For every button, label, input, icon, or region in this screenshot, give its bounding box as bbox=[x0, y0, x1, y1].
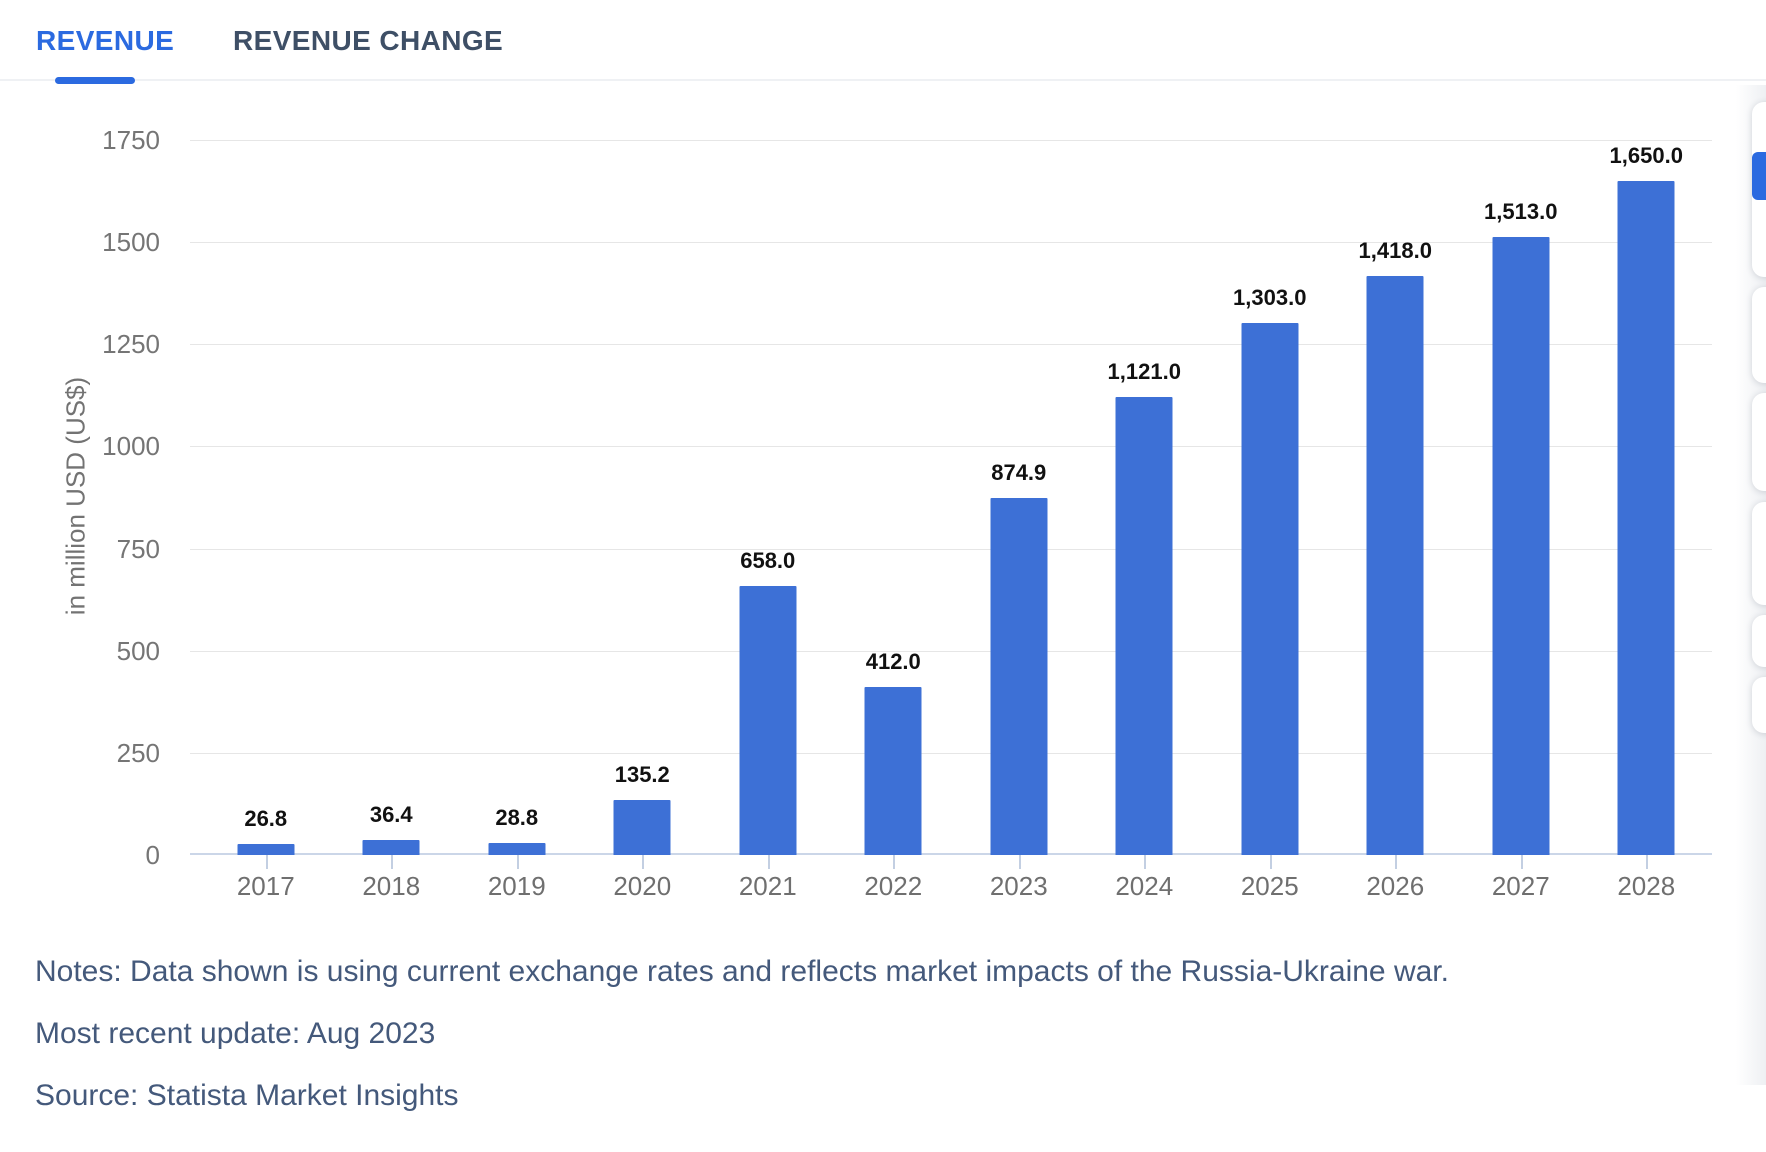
x-tick-2018 bbox=[391, 855, 394, 869]
x-tick-2027 bbox=[1520, 855, 1523, 869]
x-tick-2026 bbox=[1395, 855, 1398, 869]
x-label-2017: 2017 bbox=[236, 871, 295, 901]
x-tick-2022 bbox=[893, 855, 896, 869]
x-tick-2020 bbox=[642, 855, 645, 869]
x-label-2023: 2023 bbox=[989, 871, 1048, 901]
value-label-2026: 1,418.0 bbox=[1358, 237, 1432, 263]
value-label-2018: 36.4 bbox=[369, 802, 413, 828]
bar-2018[interactable] bbox=[362, 840, 420, 855]
x-label-2026: 2026 bbox=[1366, 871, 1425, 901]
x-label-2020: 2020 bbox=[613, 871, 672, 901]
side-toolbar-card-4[interactable] bbox=[1752, 502, 1766, 605]
value-label-2022: 412.0 bbox=[865, 648, 921, 674]
x-label-2021: 2021 bbox=[738, 871, 797, 901]
side-toolbar-card-6[interactable] bbox=[1752, 677, 1766, 733]
x-label-2018: 2018 bbox=[362, 871, 421, 901]
y-tick-label: 500 bbox=[116, 635, 160, 666]
bar-slot-2022: 412.0 2022 bbox=[831, 140, 957, 901]
active-tab-underline bbox=[55, 77, 135, 84]
bar-2017[interactable] bbox=[237, 844, 295, 855]
gridline-1250 bbox=[190, 344, 1712, 346]
tab-revenue[interactable]: REVENUE bbox=[36, 25, 175, 56]
tab-bar: REVENUE REVENUE CHANGE bbox=[0, 0, 1766, 84]
chart-notes: Notes: Data shown is using current excha… bbox=[35, 955, 1449, 988]
x-label-2028: 2028 bbox=[1617, 871, 1676, 901]
chart-source: Source: Statista Market Insights bbox=[35, 1079, 459, 1112]
x-tick-2025 bbox=[1269, 855, 1272, 869]
gridline-250 bbox=[190, 752, 1712, 754]
bar-2021[interactable] bbox=[739, 586, 797, 855]
value-label-2021: 658.0 bbox=[740, 548, 796, 574]
bar-2027[interactable] bbox=[1492, 236, 1550, 855]
bar-2024[interactable] bbox=[1115, 397, 1173, 855]
bar-2022[interactable] bbox=[864, 686, 922, 855]
value-label-2025: 1,303.0 bbox=[1233, 284, 1307, 310]
x-tick-2023 bbox=[1018, 855, 1021, 869]
y-tick-label: 1500 bbox=[102, 227, 160, 258]
x-label-2024: 2024 bbox=[1115, 871, 1174, 901]
y-tick-label: 750 bbox=[116, 533, 160, 564]
bar-slot-2026: 1,418.0 2026 bbox=[1333, 140, 1459, 901]
side-toolbar-card-5[interactable] bbox=[1752, 615, 1766, 667]
chart-update: Most recent update: Aug 2023 bbox=[35, 1017, 436, 1050]
bar-slot-2019: 28.8 2019 bbox=[454, 140, 580, 901]
x-tick-2017 bbox=[265, 855, 268, 869]
y-tick-label: 1250 bbox=[102, 329, 160, 360]
side-toolbar-active-item[interactable] bbox=[1752, 152, 1766, 200]
x-tick-2024 bbox=[1144, 855, 1147, 869]
x-label-2027: 2027 bbox=[1491, 871, 1550, 901]
gridline-750 bbox=[190, 548, 1712, 550]
x-label-2022: 2022 bbox=[864, 871, 923, 901]
x-label-2019: 2019 bbox=[487, 871, 546, 901]
gridline-1000 bbox=[190, 446, 1712, 448]
bars-layer: 26.8 2017 36.4 2018 28.8 2019 135.2 2020 658.0 20… bbox=[203, 140, 1710, 901]
gridline-1500 bbox=[190, 242, 1712, 244]
grid-layer: 0 250 500 750 1000 1250 1500 1750 bbox=[102, 125, 1712, 870]
bar-slot-2017: 26.8 2017 bbox=[203, 140, 329, 901]
bar-2026[interactable] bbox=[1366, 275, 1424, 855]
bar-slot-2018: 36.4 2018 bbox=[329, 140, 455, 901]
bar-slot-2024: 1,121.0 2024 bbox=[1082, 140, 1208, 901]
y-tick-label: 250 bbox=[116, 737, 160, 768]
x-tick-2021 bbox=[767, 855, 770, 869]
bar-2023[interactable] bbox=[990, 497, 1048, 855]
bar-slot-2020: 135.2 2020 bbox=[580, 140, 706, 901]
y-axis-title: in million USD (US$) bbox=[60, 376, 91, 616]
value-label-2017: 26.8 bbox=[244, 806, 288, 832]
value-label-2019: 28.8 bbox=[495, 805, 539, 831]
bar-slot-2025: 1,303.0 2025 bbox=[1207, 140, 1333, 901]
bar-2025[interactable] bbox=[1241, 322, 1299, 855]
value-label-2027: 1,513.0 bbox=[1484, 198, 1558, 224]
x-tick-2028 bbox=[1646, 855, 1649, 869]
y-tick-label: 1000 bbox=[102, 431, 160, 462]
bar-slot-2023: 874.9 2023 bbox=[956, 140, 1082, 901]
bar-slot-2028: 1,650.0 2028 bbox=[1584, 140, 1710, 901]
value-label-2023: 874.9 bbox=[991, 459, 1047, 485]
x-tick-2019 bbox=[516, 855, 519, 869]
value-label-2024: 1,121.0 bbox=[1107, 359, 1181, 384]
value-label-2028: 1,650.0 bbox=[1609, 142, 1683, 168]
y-tick-label: 0 bbox=[145, 840, 160, 870]
value-label-2020: 135.2 bbox=[614, 761, 670, 787]
tab-revenue-change[interactable]: REVENUE CHANGE bbox=[233, 25, 504, 56]
side-toolbar-card-2[interactable] bbox=[1752, 287, 1766, 383]
x-label-2025: 2025 bbox=[1240, 871, 1299, 901]
bar-2028[interactable] bbox=[1617, 180, 1675, 855]
gridline-1750 bbox=[190, 140, 1712, 141]
gridline-500 bbox=[190, 650, 1712, 652]
side-toolbar-card-3[interactable] bbox=[1752, 393, 1766, 491]
y-tick-label: 1750 bbox=[102, 125, 160, 155]
bar-slot-2027: 1,513.0 2027 bbox=[1458, 140, 1584, 901]
bar-2019[interactable] bbox=[488, 843, 546, 855]
bar-slot-2021: 658.0 2021 bbox=[705, 140, 831, 901]
bar-2020[interactable] bbox=[613, 799, 671, 855]
